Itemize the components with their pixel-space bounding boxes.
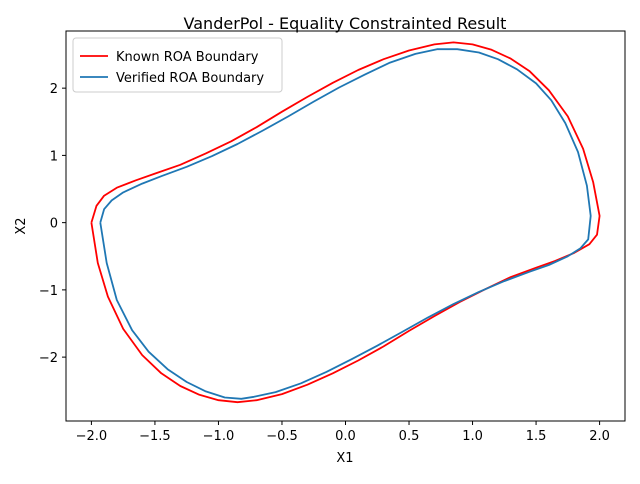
x-tick-label: −2.0 — [76, 429, 108, 444]
series-line-0 — [90, 41, 601, 404]
ticks-layer: −2.0 −1.5 −1.0 −0.5 0.0 0.5 1.0 1.5 2.0 −2 −1 0 1 2 — [39, 82, 610, 444]
y-tick-label: −1 — [39, 284, 58, 299]
y-tick-label: −2 — [39, 351, 58, 366]
x-axis-label: X1 — [336, 451, 353, 466]
legend-label-known: Known ROA Boundary — [116, 50, 259, 65]
x-tick-label: 1.0 — [462, 429, 483, 444]
legend-box — [72, 37, 283, 93]
x-tick-label: 0.0 — [335, 429, 356, 444]
y-axis-label: X2 — [14, 217, 29, 234]
y-tick-label: 1 — [50, 149, 58, 164]
x-tick-label: −1.0 — [203, 429, 235, 444]
x-tick-label: 0.5 — [399, 429, 420, 444]
y-tick-label: 0 — [50, 217, 58, 232]
x-tick-label: −0.5 — [266, 429, 298, 444]
x-tick-label: 2.0 — [589, 429, 610, 444]
x-tick-label: 1.5 — [526, 429, 547, 444]
chart-title: VanderPol - Equality Constrainted Result — [184, 14, 507, 33]
legend-label-verified: Verified ROA Boundary — [116, 71, 264, 86]
series-line-1 — [99, 48, 592, 400]
series-layer — [90, 41, 601, 404]
y-tick-label: 2 — [50, 82, 58, 97]
legend: Known ROA Boundary Verified ROA Boundary — [72, 37, 283, 93]
x-tick-label: −1.5 — [139, 429, 171, 444]
